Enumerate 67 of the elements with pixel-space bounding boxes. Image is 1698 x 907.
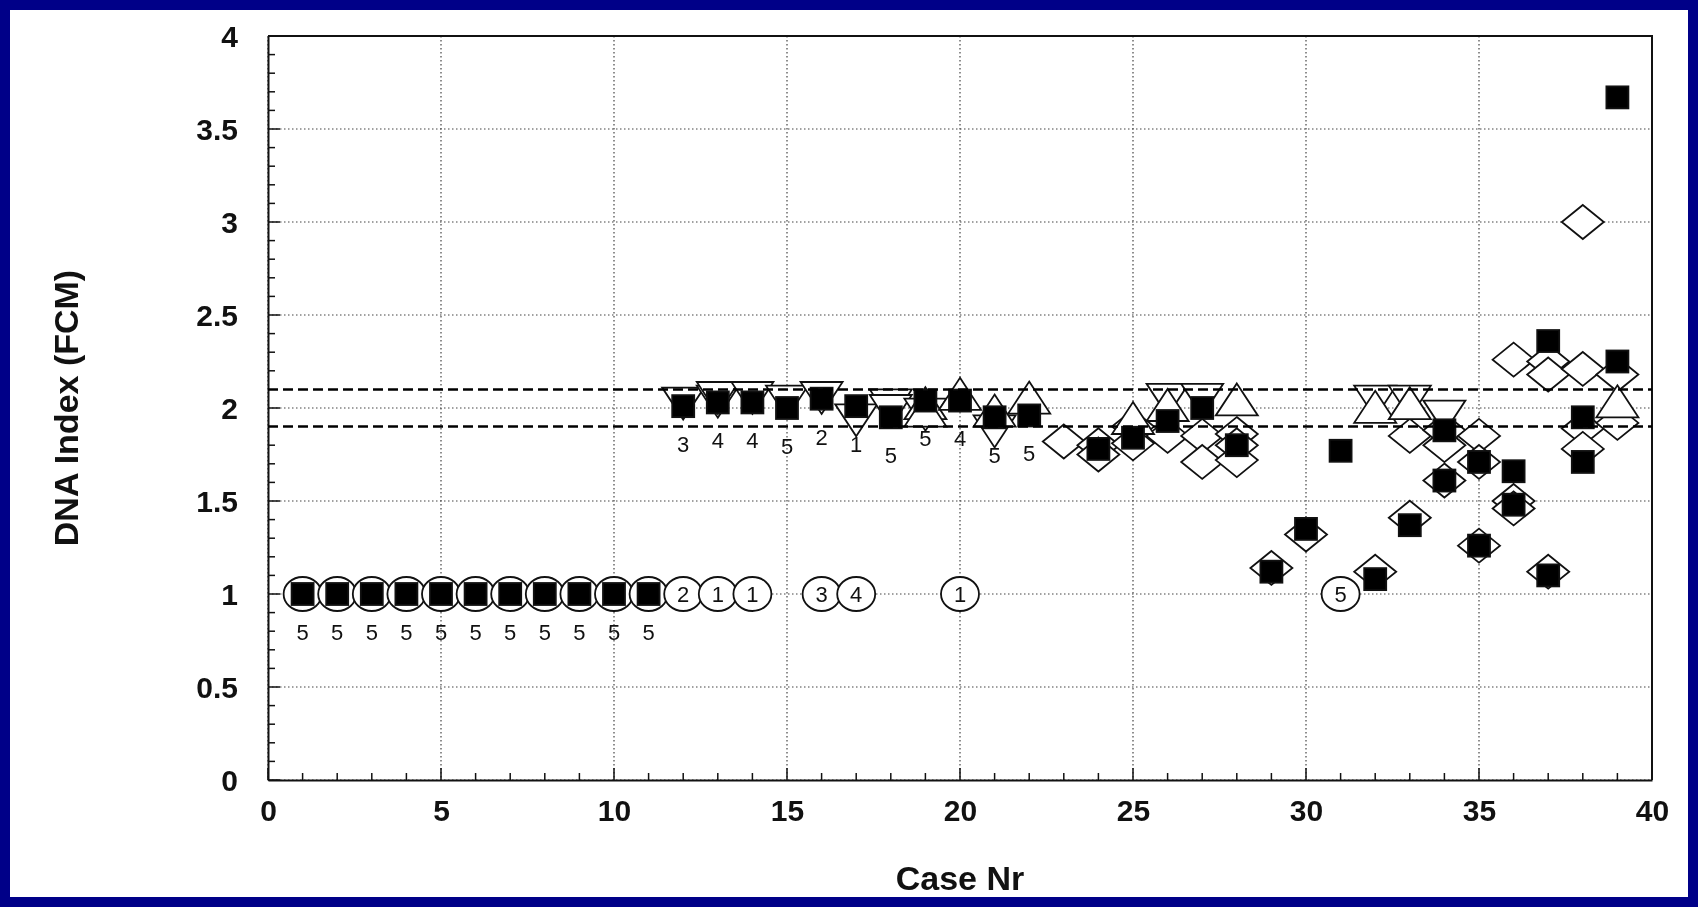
annotation: 2 (677, 581, 690, 607)
annotation: 5 (469, 619, 482, 645)
point (1570, 450, 1595, 474)
point (1501, 459, 1526, 484)
point (1570, 405, 1595, 430)
point (1560, 351, 1605, 387)
annotation: 2 (815, 424, 828, 450)
y-tick-label: 3 (221, 206, 238, 239)
point (844, 394, 869, 419)
y-axis-title: DNA Index (FCM) (47, 269, 85, 547)
annotation: 1 (953, 581, 967, 607)
point (1041, 423, 1086, 460)
x-tick-label: 0 (260, 794, 277, 828)
annotation: 5 (538, 619, 551, 645)
x-tick-label: 5 (433, 794, 450, 828)
x-tick-label: 30 (1289, 794, 1324, 828)
annotation: 5 (1334, 581, 1347, 607)
annotation: 5 (884, 443, 897, 469)
y-tick-label: 2 (221, 392, 238, 425)
point (1190, 396, 1215, 420)
annotation: 5 (504, 619, 517, 645)
y-tick-label: 0.5 (196, 671, 238, 704)
point (1387, 418, 1432, 454)
x-tick-label: 15 (770, 794, 805, 828)
annotation: 5 (919, 426, 932, 452)
point (1536, 329, 1561, 353)
point (1526, 356, 1571, 393)
y-tick-label: 1 (221, 578, 238, 611)
annotation: 5 (607, 619, 621, 645)
annotation: 5 (642, 619, 655, 645)
annotation: 5 (1023, 441, 1036, 467)
annotation: 1 (746, 581, 759, 607)
y-tick-label: 2.5 (196, 299, 238, 332)
x-tick-label: 20 (943, 794, 978, 828)
point (1605, 349, 1630, 374)
annotation: 4 (711, 428, 724, 454)
point (1432, 418, 1457, 443)
x-tick-label: 35 (1462, 794, 1497, 828)
annotation: 4 (850, 581, 863, 607)
point (1605, 85, 1630, 110)
annotation: 5 (988, 443, 1001, 469)
annotation: 5 (365, 619, 378, 645)
x-tick-label: 10 (597, 794, 632, 828)
annotation: 5 (434, 619, 448, 645)
annotation: 5 (296, 619, 309, 645)
annotation: 5 (331, 619, 344, 645)
point (878, 405, 903, 430)
y-tick-label: 3.5 (196, 113, 238, 146)
point (1560, 204, 1605, 240)
x-tick-label: 25 (1116, 794, 1151, 828)
y-tick-label: 4 (221, 20, 239, 53)
annotation: 5 (400, 619, 413, 645)
annotation: 4 (746, 428, 759, 454)
x-tick-label: 40 (1635, 794, 1670, 828)
point (1328, 438, 1353, 463)
annotation: 1 (850, 432, 863, 458)
annotation: 5 (573, 619, 586, 645)
annotation: 3 (815, 581, 828, 607)
y-tick-label: 0 (221, 764, 238, 797)
x-axis-title: Case Nr (895, 859, 1025, 897)
annotation: 3 (677, 432, 690, 458)
annotation: 5 (780, 433, 794, 459)
point (775, 396, 799, 420)
y-tick-label: 1.5 (196, 485, 238, 518)
point (1017, 403, 1042, 428)
annotation: 4 (953, 426, 967, 452)
annotation: 1 (711, 581, 724, 607)
